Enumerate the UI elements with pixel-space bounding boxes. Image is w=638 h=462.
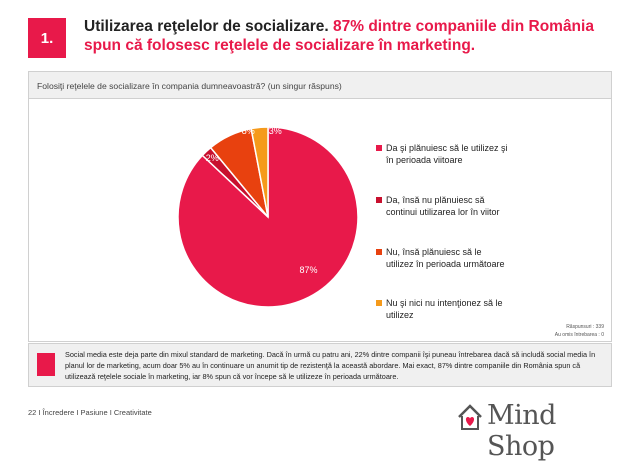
summary-marker — [37, 353, 55, 376]
page-title: Utilizarea reţelelor de socializare. 87%… — [84, 17, 624, 55]
pie-data-label: 87% — [299, 265, 317, 275]
legend-swatch — [376, 197, 382, 203]
section-number-text: 1. — [40, 29, 54, 47]
title-plain: Utilizarea reţelelor de socializare. — [84, 18, 329, 35]
house-heart-icon — [458, 404, 482, 430]
title-line2: spun că folosesc reţelele de socializare… — [84, 37, 476, 54]
legend-label: Nu şi nici nu intenţionez să le utilizez — [386, 298, 503, 320]
logo-text: Mind Shop — [487, 400, 556, 462]
legend-label: Nu, însă plănuiesc să le utilizez în peri… — [386, 247, 505, 269]
chart-area: 87% 2% 8% 3% Da şi plănuiesc să le utilizez… — [28, 99, 612, 342]
summary-text: Social media este deja parte din mixul s… — [65, 350, 596, 381]
pie-slice — [250, 126, 269, 218]
pie-data-label: 8% — [242, 126, 255, 136]
legend-swatch — [376, 300, 382, 306]
pie-data-label: 3% — [269, 126, 282, 136]
pie-chart: 87% 2% 8% 3% — [177, 126, 359, 308]
legend-swatch — [376, 249, 382, 255]
responses-count: Răspunsuri : 339 — [566, 324, 604, 330]
brand-logo: Mind Shop — [455, 400, 615, 462]
section-number: 1. — [28, 18, 66, 58]
legend-swatch — [376, 145, 382, 151]
legend-label: Da şi plănuiesc să le utilizez şi în peri… — [386, 143, 508, 165]
survey-question: Folosiţi reţelele de socializare în comp… — [28, 71, 612, 99]
responses-omitted: Au omis întrebarea : 0 — [554, 332, 604, 338]
legend-label: Da, însă nu plănuiesc să continui utiliza… — [386, 195, 500, 217]
title-highlight: 87% dintre companiile din România — [332, 18, 594, 35]
responses-info: Răspunsuri : 339 Au omis întrebarea : 0 — [555, 323, 604, 339]
footer-text: 22 I Încredere I Pasiune I Creativitate — [28, 408, 152, 417]
pie-data-label: 2% — [206, 153, 219, 163]
summary-box: Social media este deja parte din mixul s… — [28, 343, 612, 387]
